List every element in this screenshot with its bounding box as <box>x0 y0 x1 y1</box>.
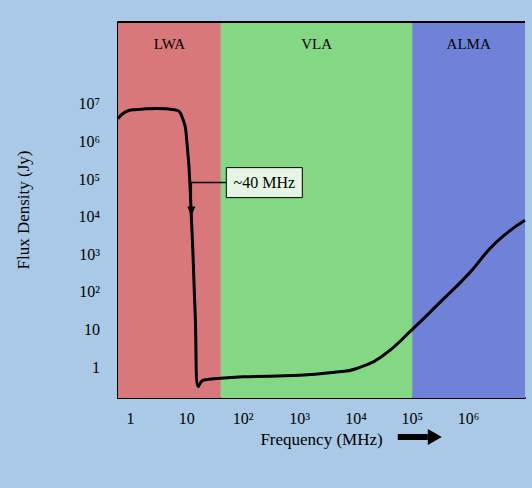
svg-text:VLA: VLA <box>301 36 332 52</box>
svg-text:10⁷: 10⁷ <box>78 95 100 112</box>
svg-text:10⁵: 10⁵ <box>401 410 423 427</box>
svg-text:1: 1 <box>127 410 135 427</box>
svg-text:10³: 10³ <box>289 410 310 427</box>
svg-text:10³: 10³ <box>79 246 100 263</box>
svg-text:10: 10 <box>84 321 100 338</box>
svg-text:Flux Density (Jy): Flux Density (Jy) <box>14 151 33 270</box>
svg-text:10²: 10² <box>233 410 254 427</box>
svg-text:~40 MHz: ~40 MHz <box>234 174 296 191</box>
svg-text:Frequency (MHz): Frequency (MHz) <box>260 430 382 449</box>
svg-text:10⁶: 10⁶ <box>458 410 480 427</box>
svg-text:LWA: LWA <box>154 36 186 52</box>
svg-text:10⁴: 10⁴ <box>345 410 367 427</box>
svg-text:10: 10 <box>179 410 195 427</box>
svg-text:10²: 10² <box>79 283 100 300</box>
svg-text:10⁵: 10⁵ <box>78 171 100 188</box>
svg-text:1: 1 <box>92 359 100 376</box>
svg-text:ALMA: ALMA <box>447 36 491 52</box>
svg-text:10⁶: 10⁶ <box>78 133 100 150</box>
svg-text:10⁴: 10⁴ <box>78 208 100 225</box>
